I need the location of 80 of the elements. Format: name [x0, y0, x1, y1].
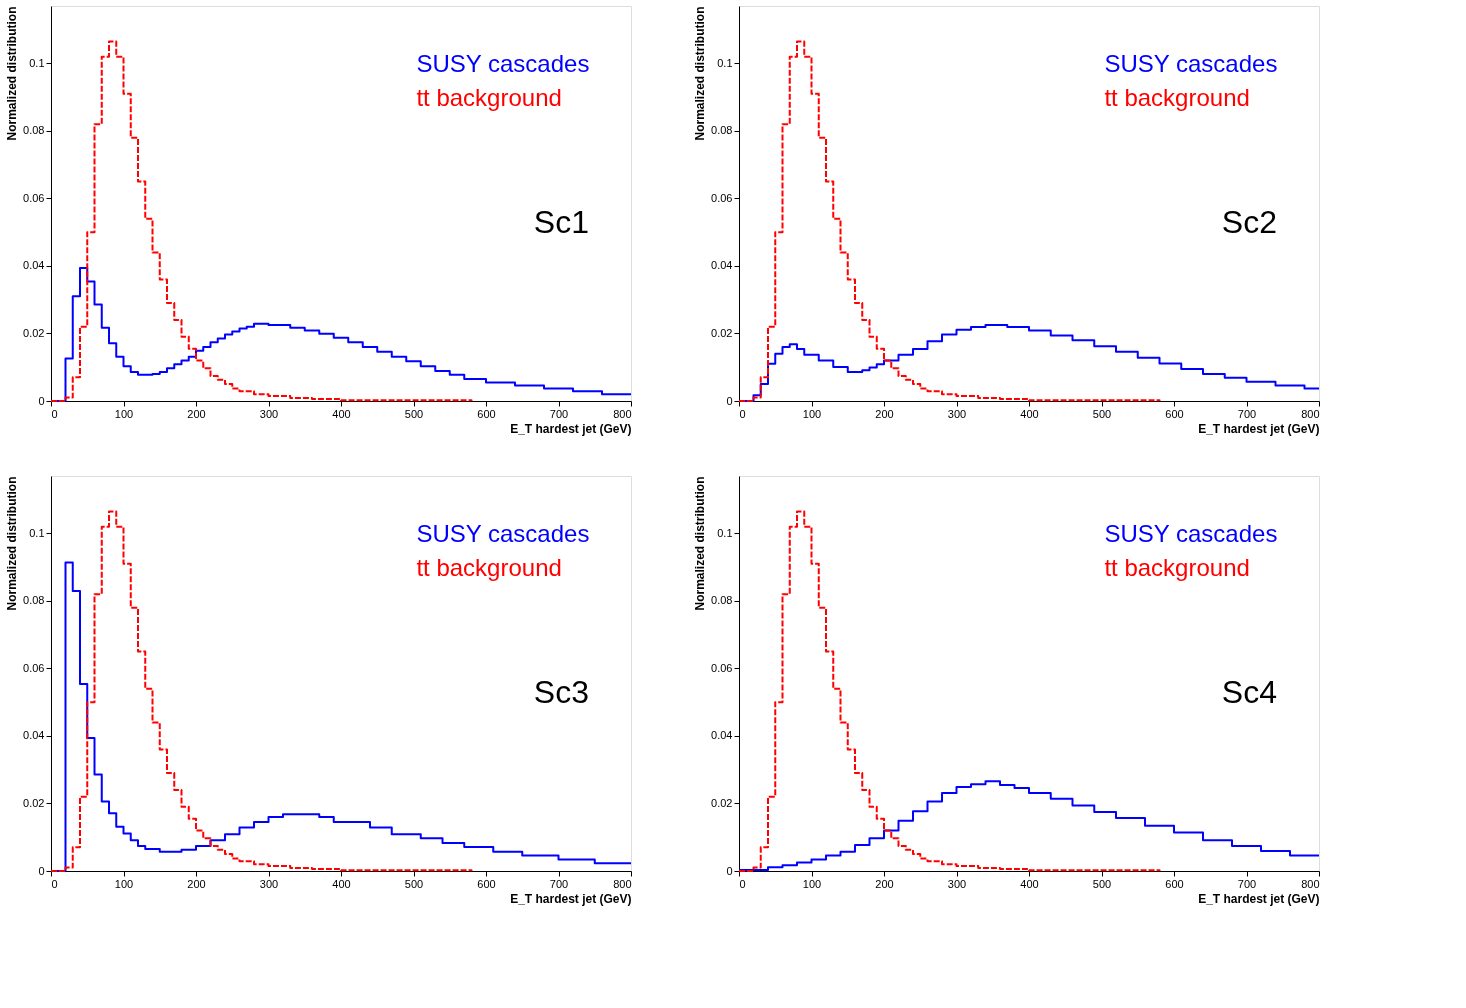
y-tick-label: 0.06	[23, 661, 45, 674]
x-tick-label: 700	[1237, 877, 1257, 890]
x-tick-label: 100	[802, 407, 822, 420]
x-tick-label: 700	[549, 407, 569, 420]
y-tick-label: 0.02	[711, 326, 733, 339]
y-tick-label: 0.04	[711, 729, 733, 742]
x-tick-label: 0	[739, 877, 746, 890]
y-tick-label: 0.02	[711, 796, 733, 809]
x-tick-label: 200	[875, 877, 894, 890]
x-tick-label: 300	[947, 407, 967, 420]
text: tt background	[416, 554, 562, 582]
x-tick-label: 0	[51, 877, 58, 890]
x-tick-label: 100	[114, 877, 134, 890]
y-tick-label: 0.06	[23, 191, 45, 204]
annotation: Sc1	[533, 204, 589, 241]
y-tick-label: 0	[726, 864, 733, 877]
x-axis-title: E_T hardest jet (GeV)	[1198, 421, 1320, 436]
x-tick-label: 600	[477, 877, 496, 890]
x-tick-label: 500	[404, 877, 424, 890]
x-tick-label: 200	[187, 407, 206, 420]
x-tick-label: 0	[739, 407, 746, 420]
y-tick-label: 0.02	[23, 796, 45, 809]
x-tick-label: 300	[947, 877, 967, 890]
x-tick-label: 600	[477, 407, 496, 420]
annotation: Sc4	[1221, 674, 1277, 711]
x-tick-label: 400	[332, 877, 351, 890]
x-axis-title: E_T hardest jet (GeV)	[510, 891, 632, 906]
x-tick-label: 800	[1301, 877, 1320, 890]
text: SUSY cascades	[416, 520, 590, 548]
y-tick-label: 0.1	[29, 56, 45, 69]
text: tt background	[1104, 554, 1250, 582]
x-tick-label: 300	[259, 407, 279, 420]
x-tick-label: 100	[114, 407, 134, 420]
x-tick-label: 500	[1092, 877, 1112, 890]
y-axis-title: Normalized distribution	[693, 476, 708, 611]
x-tick-label: 400	[1020, 407, 1039, 420]
x-tick-label: 700	[1237, 407, 1257, 420]
y-tick-label: 0.06	[711, 191, 733, 204]
y-tick-label: 0.08	[711, 124, 733, 137]
y-tick-label: 0.1	[29, 526, 45, 539]
y-tick-label: 0.04	[23, 259, 45, 272]
text: SUSY cascades	[1104, 50, 1278, 78]
text: SUSY cascades	[416, 50, 590, 78]
x-axis-title: E_T hardest jet (GeV)	[510, 421, 632, 436]
x-tick-label: 300	[259, 877, 279, 890]
x-tick-label: 400	[332, 407, 351, 420]
y-tick-label: 0.1	[717, 56, 733, 69]
x-axis-title: E_T hardest jet (GeV)	[1198, 891, 1320, 906]
x-tick-label: 400	[1020, 877, 1039, 890]
x-tick-label: 500	[1092, 407, 1112, 420]
y-tick-label: 0	[38, 394, 45, 407]
y-tick-label: 0.06	[711, 661, 733, 674]
x-tick-label: 800	[1301, 407, 1320, 420]
y-tick-label: 0.08	[711, 594, 733, 607]
x-tick-label: 200	[875, 407, 894, 420]
x-tick-label: 100	[802, 877, 822, 890]
y-tick-label: 0.04	[711, 259, 733, 272]
y-tick-label: 0.02	[23, 326, 45, 339]
y-tick-label: 0	[726, 394, 733, 407]
y-tick-label: 0.1	[717, 526, 733, 539]
x-tick-label: 600	[1165, 877, 1184, 890]
x-tick-label: 800	[613, 877, 632, 890]
y-axis-title: Normalized distribution	[5, 6, 20, 141]
x-tick-label: 500	[404, 407, 424, 420]
x-tick-label: 600	[1165, 407, 1184, 420]
x-tick-label: 800	[613, 407, 632, 420]
x-tick-label: 200	[187, 877, 206, 890]
y-tick-label: 0.08	[23, 124, 45, 137]
annotation: Sc3	[533, 674, 589, 711]
x-tick-label: 0	[51, 407, 58, 420]
y-axis-title: Normalized distribution	[693, 6, 708, 141]
x-tick-label: 700	[549, 877, 569, 890]
text: tt background	[1104, 84, 1250, 112]
annotation: Sc2	[1221, 204, 1277, 241]
text: tt background	[416, 84, 562, 112]
y-axis-title: Normalized distribution	[5, 476, 20, 611]
text: SUSY cascades	[1104, 520, 1278, 548]
y-tick-label: 0.04	[23, 729, 45, 742]
y-tick-label: 0.08	[23, 594, 45, 607]
y-tick-label: 0	[38, 864, 45, 877]
